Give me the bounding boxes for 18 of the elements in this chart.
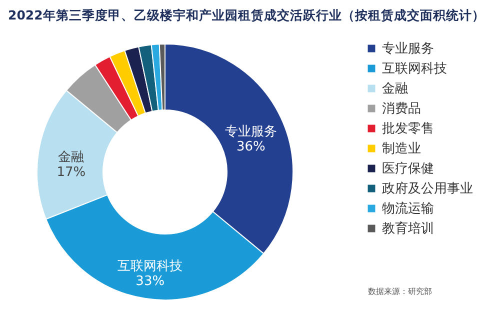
legend-label: 金融 (382, 82, 408, 96)
data-label: 36% (236, 140, 266, 155)
slice-label: 专业服务 (224, 124, 277, 140)
slice-label: 金融 (58, 150, 84, 166)
slice-label: 互联网科技 (118, 258, 183, 274)
legend-label: 互联网科技 (382, 62, 447, 76)
legend-label: 教育培训 (382, 220, 434, 236)
chart-title: 2022年第三季度甲、乙级楼宇和产业园租赁成交活跃行业（按租赁成交面积统计） (8, 8, 485, 22)
legend-label: 消费品 (382, 102, 421, 116)
legend-label: 物流运输 (382, 200, 434, 216)
legend-label: 批发零售 (382, 122, 434, 136)
legend-label: 制造业 (382, 142, 421, 156)
data-label: 33% (136, 274, 165, 289)
data-label: 17% (56, 165, 86, 180)
legend-label: 专业服务 (382, 42, 434, 56)
source-note: 数据来源：研究部 (368, 287, 432, 296)
legend-label: 政府及公用事业 (382, 180, 473, 196)
legend-label: 医疗保健 (382, 162, 434, 176)
